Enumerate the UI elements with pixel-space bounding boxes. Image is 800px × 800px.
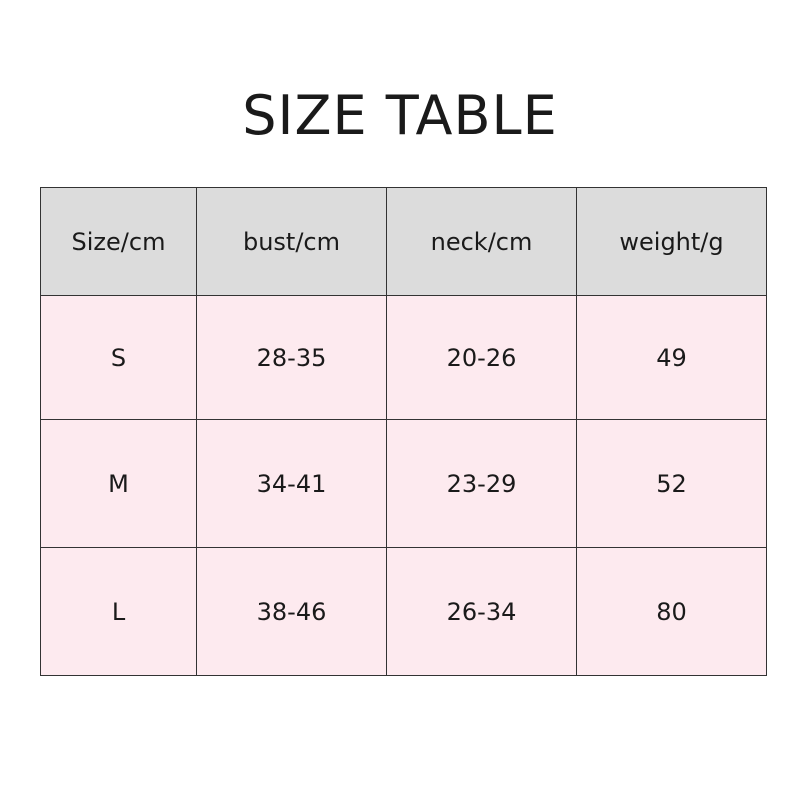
header-row: Size/cm bust/cm neck/cm weight/g [40, 187, 767, 296]
table-cell: 23-29 [386, 419, 577, 548]
size-table: Size/cm bust/cm neck/cm weight/g S 28-35… [40, 187, 767, 676]
table-row: S 28-35 20-26 49 [40, 295, 767, 420]
page-title: SIZE TABLE [242, 84, 558, 147]
header-cell: bust/cm [196, 187, 387, 296]
table-cell: S [40, 295, 197, 420]
table-cell: L [40, 547, 197, 676]
table-cell: 52 [576, 419, 767, 548]
header-cell: weight/g [576, 187, 767, 296]
header-cell: neck/cm [386, 187, 577, 296]
table-cell: 38-46 [196, 547, 387, 676]
table-row: M 34-41 23-29 52 [40, 419, 767, 548]
table-cell: 34-41 [196, 419, 387, 548]
table-cell: 80 [576, 547, 767, 676]
table-cell: 49 [576, 295, 767, 420]
table-row: L 38-46 26-34 80 [40, 547, 767, 676]
table-cell: 26-34 [386, 547, 577, 676]
table-cell: 28-35 [196, 295, 387, 420]
table-cell: 20-26 [386, 295, 577, 420]
table-cell: M [40, 419, 197, 548]
header-cell: Size/cm [40, 187, 197, 296]
